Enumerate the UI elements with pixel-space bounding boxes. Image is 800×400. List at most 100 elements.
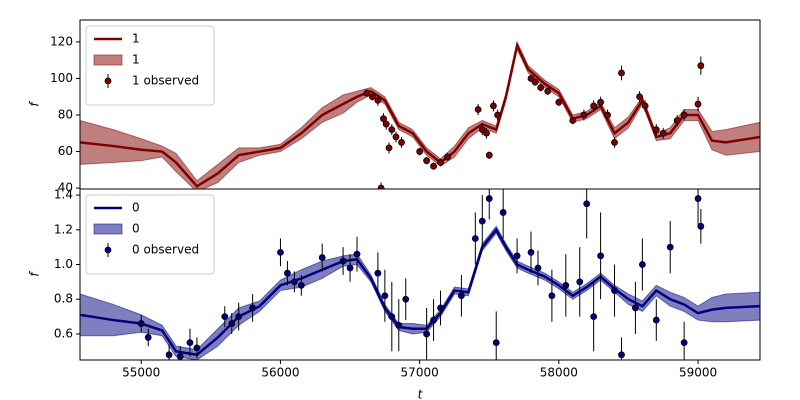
y-tick-label: 1.0	[54, 257, 73, 271]
observed-point	[402, 295, 410, 303]
observed-point	[618, 351, 625, 359]
observed-point	[437, 159, 444, 166]
observed-point	[632, 304, 639, 312]
observed-point	[697, 62, 705, 70]
observed-point	[249, 304, 257, 312]
observed-point	[353, 250, 361, 258]
observed-point	[697, 222, 705, 230]
observed-point	[221, 313, 229, 320]
observed-point	[471, 235, 479, 242]
plot-area	[80, 189, 760, 360]
observed-point	[395, 321, 403, 329]
observed-point	[544, 87, 552, 95]
observed-point	[562, 281, 570, 289]
legend-box	[85, 25, 215, 106]
observed-point	[583, 200, 591, 208]
observed-point	[318, 254, 326, 261]
y-tick-label: 80	[58, 108, 73, 122]
observed-point	[363, 89, 371, 97]
observed-point	[437, 304, 444, 312]
observed-point	[638, 261, 646, 268]
y-tick-label: 1.4	[54, 188, 73, 202]
y-tick-label: 1.2	[54, 222, 73, 236]
observed-point	[430, 162, 437, 170]
observed-point	[694, 195, 702, 202]
observed-point	[590, 313, 598, 320]
observed-point	[611, 287, 618, 294]
observed-point	[652, 316, 660, 324]
observed-point	[548, 292, 556, 300]
legend-label: 1	[132, 32, 140, 46]
observed-point	[527, 75, 535, 82]
observed-point	[392, 133, 400, 141]
observed-point	[513, 252, 521, 260]
observed-point	[527, 248, 535, 256]
observed-point	[531, 78, 539, 86]
observed-point	[680, 339, 688, 347]
x-tick-label: 55000	[122, 366, 160, 380]
y-axis-label: f	[28, 101, 42, 107]
observed-point	[284, 269, 291, 277]
observed-point	[611, 139, 618, 146]
legend-swatch	[93, 223, 123, 235]
observed-point	[193, 344, 201, 352]
observed-point	[430, 316, 437, 324]
observed-point	[580, 111, 588, 119]
observed-point	[444, 153, 451, 161]
observed-point	[673, 117, 681, 124]
observed-point	[423, 330, 431, 338]
observed-point	[380, 115, 387, 123]
observed-point	[666, 243, 674, 251]
legend-label: 0	[132, 201, 140, 215]
observed-point	[374, 96, 382, 104]
observed-point	[368, 93, 376, 101]
observed-point	[277, 248, 284, 256]
observed-point	[555, 98, 563, 106]
observed-point	[636, 93, 643, 101]
observed-point	[534, 264, 542, 272]
observed-point	[537, 84, 545, 91]
x-tick-label: 57000	[401, 366, 439, 380]
x-tick-label: 56000	[261, 366, 299, 380]
observed-point	[494, 111, 502, 119]
observed-point	[576, 278, 584, 286]
observed-point	[483, 129, 490, 137]
legend-swatch	[104, 77, 112, 85]
observed-point	[382, 120, 390, 128]
y-tick-label: 0.6	[54, 326, 73, 340]
legend-swatch	[104, 246, 112, 254]
legend-box	[85, 194, 215, 275]
legend-label: 1	[132, 53, 140, 67]
observed-point	[228, 320, 236, 327]
observed-point	[659, 129, 667, 137]
observed-point	[416, 148, 424, 155]
observed-point	[165, 351, 173, 359]
observed-point	[485, 151, 493, 159]
observed-point	[618, 69, 625, 77]
observed-point	[478, 217, 486, 225]
observed-point	[374, 269, 382, 277]
observed-point	[385, 144, 393, 152]
observed-point	[290, 278, 298, 286]
observed-point	[474, 106, 482, 113]
observed-point	[398, 139, 405, 146]
observed-point	[297, 281, 305, 289]
y-tick-label: 40	[58, 181, 73, 195]
observed-point	[235, 313, 243, 320]
observed-point	[652, 126, 660, 134]
y-axis-label: f	[28, 271, 42, 277]
observed-point	[423, 157, 431, 165]
y-tick-label: 60	[58, 144, 73, 158]
observed-point	[346, 264, 354, 272]
legend-label: 1 observed	[132, 74, 199, 88]
y-tick-label: 100	[50, 71, 73, 85]
observed-point	[144, 334, 152, 341]
observed-point	[490, 102, 497, 110]
x-tick-label: 59000	[679, 366, 717, 380]
observed-point	[597, 98, 605, 106]
observed-point	[694, 100, 702, 108]
y-tick-label: 0.8	[54, 292, 73, 306]
observed-point	[597, 252, 605, 260]
observed-point	[485, 195, 493, 202]
